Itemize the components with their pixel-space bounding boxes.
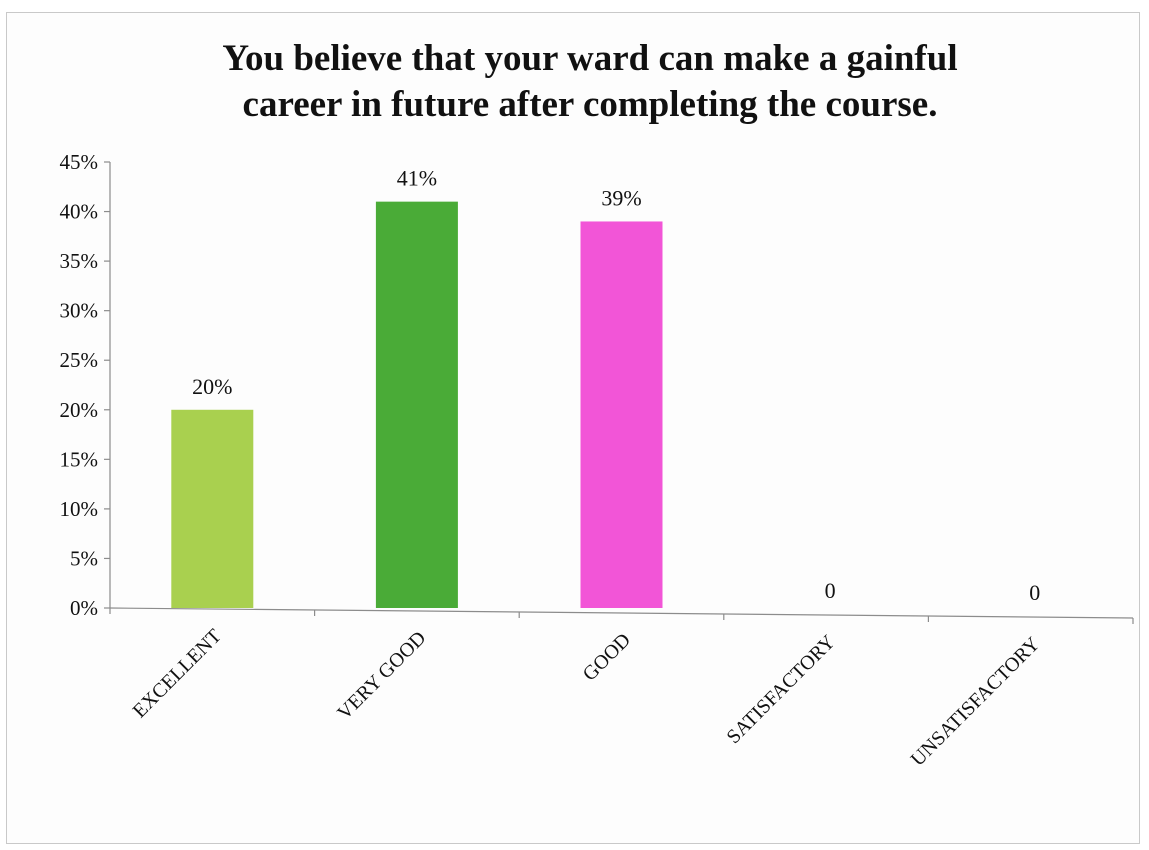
- y-tick-label: 0%: [70, 596, 98, 620]
- bar-very-good: [375, 201, 458, 608]
- x-category-label: UNSATISFACTORY: [907, 633, 1045, 771]
- chart-title-line-2: career in future after completing the co…: [242, 84, 938, 125]
- data-label: 39%: [601, 185, 641, 210]
- data-label: 0: [1029, 580, 1040, 605]
- chart-bars: [171, 201, 663, 608]
- data-label: 20%: [192, 374, 232, 399]
- x-category-label: SATISFACTORY: [722, 631, 839, 748]
- chart-data-labels: 20% 41% 39% 0 0: [192, 166, 1040, 605]
- chart-title: You believe that your ward can make a ga…: [60, 36, 1120, 128]
- x-category-label: GOOD: [579, 629, 635, 685]
- y-tick-label: 30%: [60, 299, 99, 323]
- x-axis-line: [109, 607, 1134, 619]
- bar-good: [580, 221, 663, 608]
- data-label: 41%: [397, 166, 437, 191]
- y-tick-label: 20%: [60, 398, 99, 422]
- y-tick-label: 25%: [60, 348, 99, 372]
- x-category-label: VERY GOOD: [333, 627, 430, 724]
- y-tick-label: 10%: [60, 497, 99, 521]
- bar-excellent: [171, 409, 254, 608]
- y-tick-label: 35%: [60, 249, 99, 273]
- chart-title-line-1: You believe that your ward can make a ga…: [222, 38, 958, 79]
- y-tick-label: 15%: [60, 447, 99, 471]
- data-label: 0: [825, 578, 836, 603]
- x-category-label: EXCELLENT: [129, 625, 226, 722]
- y-tick-label: 5%: [70, 546, 98, 570]
- y-tick-label: 45%: [60, 150, 99, 174]
- y-tick-label: 40%: [60, 200, 99, 224]
